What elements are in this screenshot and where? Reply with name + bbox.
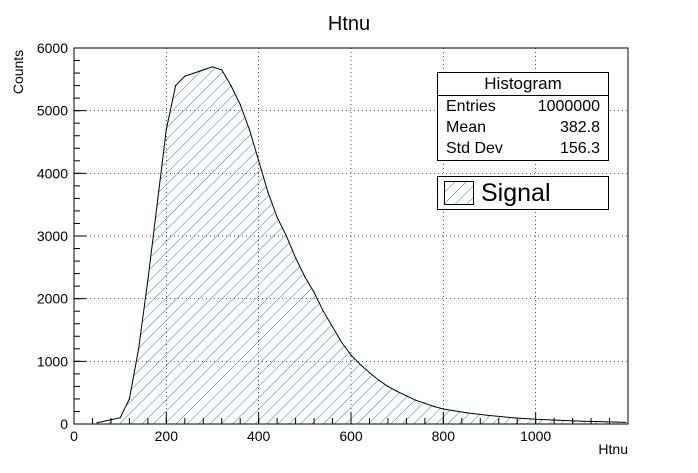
y-tick-label: 5000 [37,103,68,119]
histogram-point [138,348,140,350]
y-tick-label: 2000 [37,291,68,307]
histogram-point [396,390,398,392]
histogram-point [415,399,417,401]
x-tick-label: 0 [70,428,78,444]
histogram-point [175,85,177,87]
chart-title: Htnu [328,13,370,35]
stats-entries-value: 1000000 [537,98,600,115]
histogram-point [433,405,435,408]
stats-mean-label: Mean [446,119,487,136]
stats-row-stddev: Std Dev 156.3 [438,138,608,159]
histogram-point [558,419,560,421]
histogram-point [625,421,627,423]
axis-ticks: 0 200 400 600 800 1000 0 1000 2000 3000 4000 5000 60… [37,40,629,444]
histogram-point [581,420,583,422]
x-tick-label: 1000 [520,428,551,444]
histogram-point [239,103,241,105]
y-tick-label: 6000 [37,40,68,56]
histogram-point [285,235,287,237]
histogram-point [211,66,214,68]
histogram-point [258,160,260,162]
histogram-point [313,291,315,293]
x-axis-label: Htnu [598,441,628,457]
histogram-point [276,216,278,218]
stats-title: Histogram [438,73,608,96]
histogram-point [248,128,250,131]
histogram-point [442,408,444,410]
histogram-point [341,341,343,344]
stats-box: Histogram Entries 1000000 Mean 382.8 Std… [437,72,609,161]
stats-entries-label: Entries [446,98,496,115]
histogram-point [511,417,514,419]
histogram-point [230,85,232,87]
histogram-point [184,75,186,77]
histogram-point [221,69,223,71]
histogram-point [304,276,306,278]
histogram-point [165,128,167,131]
y-tick-label: 3000 [37,228,68,244]
histogram-point [295,257,297,259]
legend: Signal [437,176,609,210]
histogram-point [119,417,121,419]
histogram-point [193,72,195,74]
y-tick-label: 1000 [37,353,68,369]
histogram-point [147,279,149,281]
histogram-series [96,66,627,425]
y-tick-label: 4000 [37,165,68,181]
histogram-point [156,204,158,206]
histogram-point [359,363,361,366]
histogram-point [387,385,389,387]
histogram-point [128,398,130,400]
stats-row-entries: Entries 1000000 [438,96,608,117]
histogram-point [378,379,380,381]
legend-label: Signal [481,179,551,207]
histogram-point [96,422,98,424]
x-tick-label: 200 [155,428,179,444]
x-tick-label: 600 [339,428,363,444]
x-tick-label: 400 [247,428,271,444]
histogram-point [350,354,352,356]
histogram-fill [97,66,626,425]
y-axis-label: Counts [10,50,26,94]
legend-swatch [444,181,474,205]
stats-mean-value: 382.8 [559,119,600,136]
stats-row-mean: Mean 382.8 [438,117,608,138]
histogram-point [424,402,426,404]
histogram-point [267,191,269,193]
histogram-point [488,414,491,417]
histogram-point [368,372,371,374]
histogram-point [465,412,467,414]
histogram-point [202,69,204,71]
histogram-point [322,310,324,312]
y-tick-label: 0 [60,416,68,432]
x-tick-label: 800 [432,428,456,444]
histogram-point [405,395,407,397]
histogram-point [604,421,606,423]
stats-stddev-value: 156.3 [559,140,600,157]
histogram-point [331,326,334,328]
stats-stddev-label: Std Dev [446,140,503,157]
